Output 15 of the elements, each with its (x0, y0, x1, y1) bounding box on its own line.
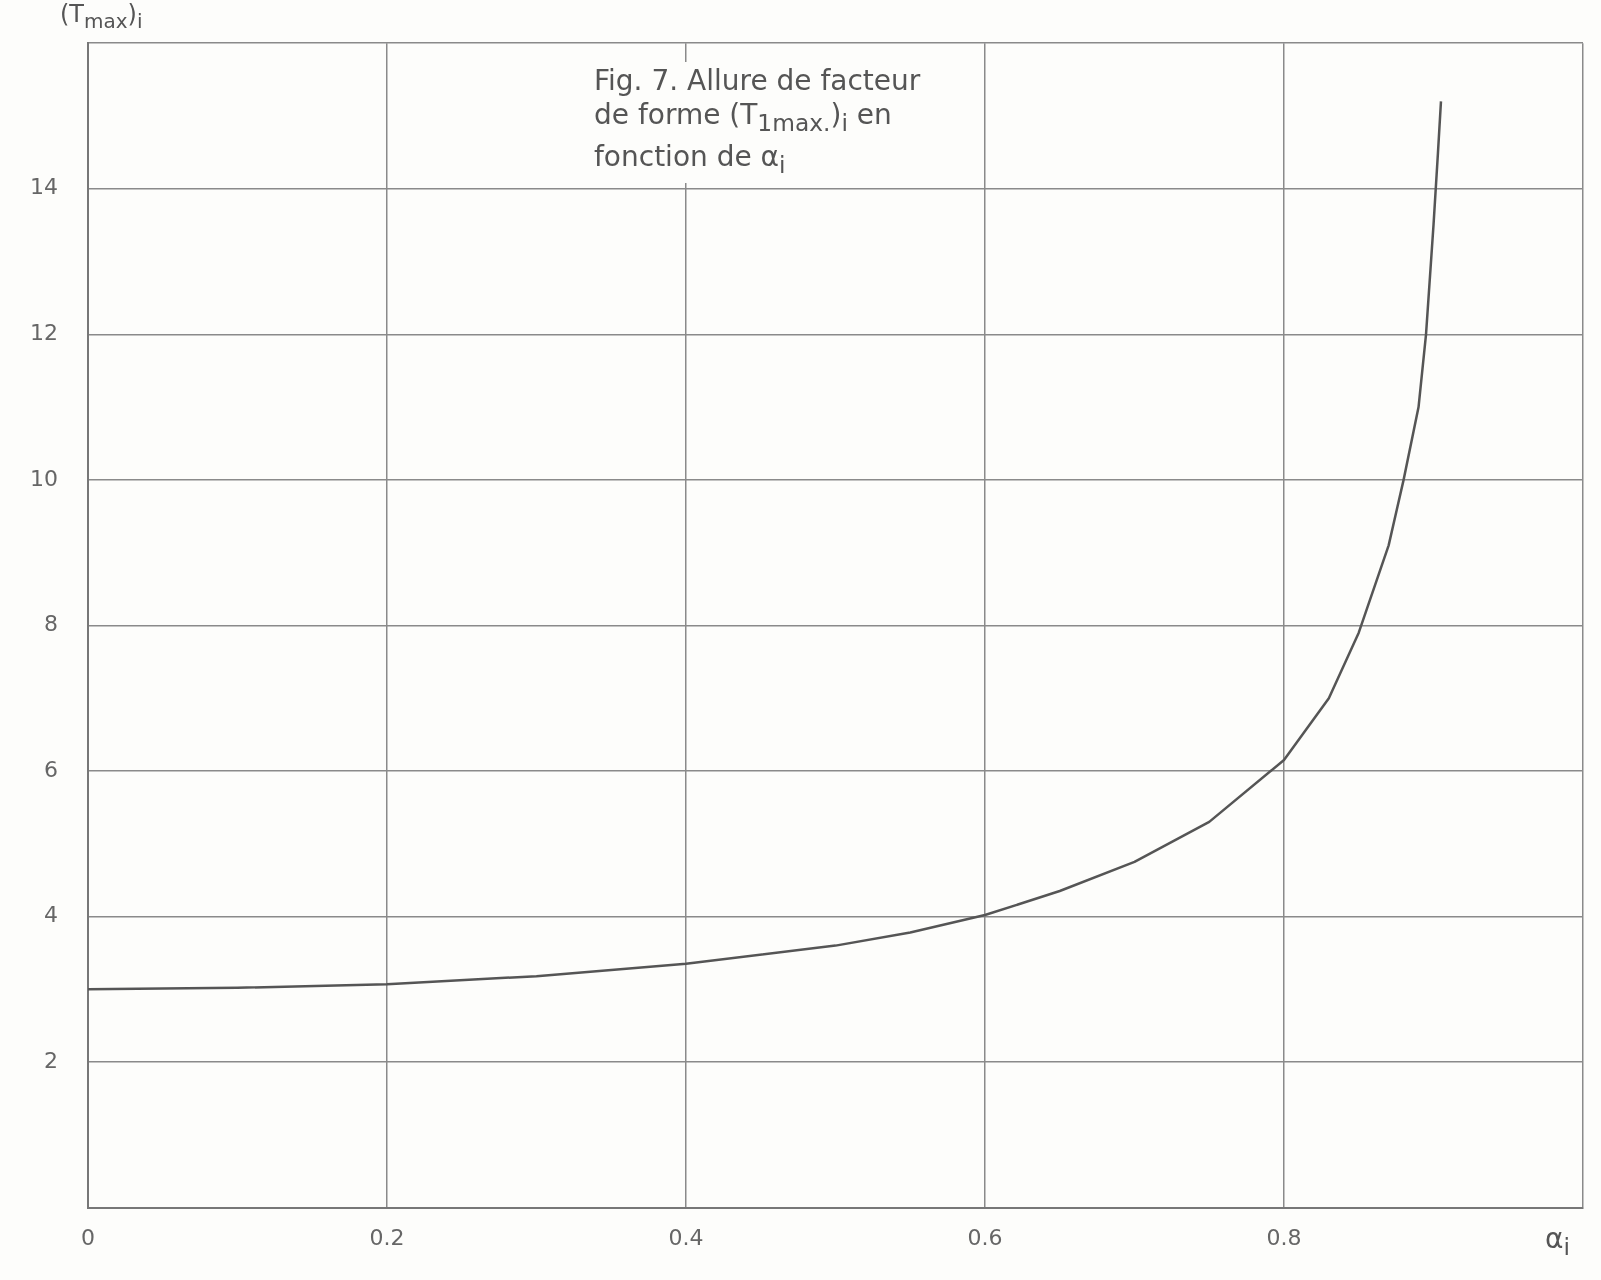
y-tick-label: 2 (43, 1047, 58, 1073)
x-tick-label: 0.4 (668, 1224, 704, 1250)
x-tick-label: 0.6 (967, 1224, 1003, 1250)
x-tick-label: 0.8 (1266, 1224, 1302, 1250)
y-tick-label: 8 (43, 611, 58, 637)
y-tick-label: 12 (29, 320, 58, 346)
x-tick-label: 0.2 (369, 1224, 405, 1250)
x-axis-title: α$_{i}$ (1545, 1222, 1570, 1261)
y-tick-label: 4 (43, 902, 58, 928)
y-tick-label: 10 (29, 465, 58, 491)
y-axis-title: (T$_{max}$)$_{i}$ (60, 0, 143, 33)
y-tick-label: 14 (29, 174, 58, 200)
text: Fig. 7. Allure de facteur de forme (T$_{1max.}$)$_{i}$ en fonction de α$_{i}$ (594, 64, 921, 179)
x-tick-label: 0 (80, 1224, 95, 1250)
y-tick-label: 6 (43, 756, 58, 782)
